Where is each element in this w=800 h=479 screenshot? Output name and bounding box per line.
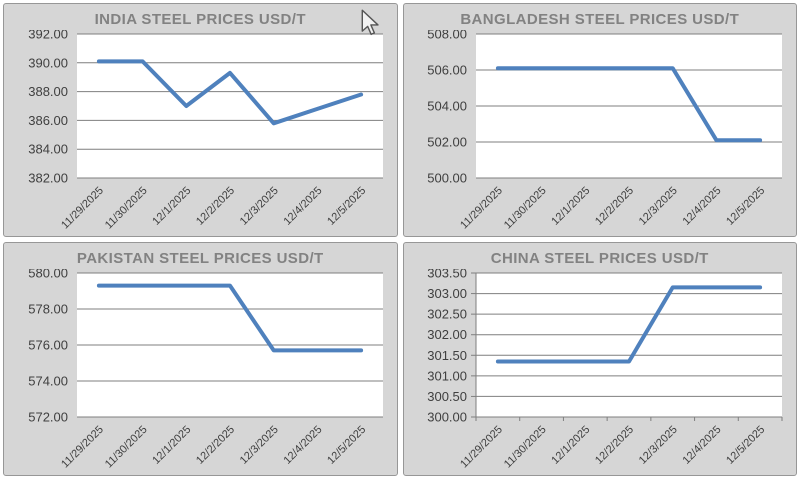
x-axis-label: 11/30/2025 [502, 424, 549, 471]
x-axis-label: 11/29/2025 [458, 424, 505, 471]
y-axis-label: 301.00 [427, 368, 467, 383]
x-axis-label: 12/1/2025 [550, 185, 593, 228]
x-axis-label: 12/2/2025 [194, 185, 237, 228]
x-axis-label: 12/5/2025 [724, 424, 767, 467]
y-axis-label: 580.00 [28, 269, 68, 281]
x-axis-label: 12/3/2025 [237, 185, 280, 228]
chart-title-india: INDIA STEEL PRICES USD/T [94, 11, 306, 28]
x-axis-label: 12/2/2025 [593, 185, 636, 228]
y-axis-label: 301.50 [427, 348, 467, 363]
x-axis-label: 12/1/2025 [150, 185, 193, 228]
y-axis-label: 506.00 [427, 63, 467, 78]
y-axis-label: 388.00 [28, 84, 68, 99]
x-axis-label: 11/29/2025 [59, 185, 106, 232]
plot-area [76, 34, 383, 178]
x-axis-label: 11/29/2025 [458, 185, 505, 232]
price-series-line [496, 66, 763, 143]
x-axis-label: 12/2/2025 [194, 424, 237, 467]
y-axis-label: 384.00 [28, 142, 68, 157]
x-axis-label: 12/5/2025 [325, 185, 368, 228]
y-axis-label: 382.00 [28, 171, 68, 186]
chart-title-pakistan: PAKISTAN STEEL PRICES USD/T [76, 250, 324, 267]
x-axis-label: 12/3/2025 [237, 424, 280, 467]
price-series-line [96, 59, 363, 126]
x-axis-label: 12/4/2025 [681, 424, 724, 467]
y-axis-label: 572.00 [28, 410, 68, 425]
x-axis-label: 12/1/2025 [550, 424, 593, 467]
x-axis-label: 11/30/2025 [103, 424, 150, 471]
x-axis-label: 11/29/2025 [59, 424, 106, 471]
y-axis-label: 390.00 [28, 55, 68, 70]
y-axis-label: 300.00 [427, 410, 467, 425]
x-axis-label: 11/30/2025 [103, 185, 150, 232]
plot-area [476, 273, 783, 417]
y-axis-label: 386.00 [28, 113, 68, 128]
price-series-line [96, 283, 363, 353]
x-axis-label: 12/4/2025 [281, 424, 324, 467]
chart-panel-bangladesh[interactable]: BANGLADESH STEEL PRICES USD/T 500.00 502.… [402, 3, 797, 237]
x-axis-label: 12/3/2025 [637, 424, 680, 467]
x-axis-label: 11/30/2025 [502, 185, 549, 232]
x-axis-label: 12/3/2025 [637, 185, 680, 228]
y-axis-label: 303.00 [427, 286, 467, 301]
line-chart-bangladesh: 500.00 502.00 504.00 506.00 508.00 11/29/2025… [427, 30, 783, 232]
x-axis-label: 12/2/2025 [593, 424, 636, 467]
y-axis-label: 574.00 [28, 374, 68, 389]
y-axis-label: 302.50 [427, 307, 467, 322]
x-axis-label: 12/1/2025 [150, 424, 193, 467]
chart-title-bangladesh: BANGLADESH STEEL PRICES USD/T [460, 11, 740, 28]
x-axis-label: 12/4/2025 [681, 185, 724, 228]
y-axis-label: 502.00 [427, 135, 467, 150]
chart-title-china: CHINA STEEL PRICES USD/T [490, 250, 709, 267]
line-chart-china: 300.00 300.50 301.00 301.50 302.00 302.50 303.… [427, 269, 783, 471]
price-series-line [496, 285, 763, 364]
line-chart-india: 382.00 384.00 386.00 388.00 390.00 392.00 11/2… [28, 30, 383, 232]
chart-panel-india[interactable]: INDIA STEEL PRICES USD/T 382.00 384.00 386… [3, 3, 398, 237]
chart-panel-pakistan[interactable]: PAKISTAN STEEL PRICES USD/T 572.00 574.00… [3, 242, 398, 476]
y-axis-label: 576.00 [28, 338, 68, 353]
y-axis-label: 500.00 [427, 171, 467, 186]
chart-panel-china[interactable]: CHINA STEEL PRICES USD/T 300.00 300.50 301… [402, 242, 797, 476]
y-axis-label: 578.00 [28, 302, 68, 317]
y-axis-label: 300.50 [427, 389, 467, 404]
y-axis-label: 302.00 [427, 327, 467, 342]
y-axis-label: 303.50 [427, 269, 467, 281]
y-axis-label: 392.00 [28, 30, 68, 42]
y-axis-label: 508.00 [427, 30, 467, 42]
x-axis-label: 12/5/2025 [325, 424, 368, 467]
line-chart-pakistan: 572.00 574.00 576.00 578.00 580.00 11/29/2025… [28, 269, 383, 471]
x-axis-label: 12/4/2025 [281, 185, 324, 228]
x-axis-label: 12/5/2025 [724, 185, 767, 228]
y-axis-label: 504.00 [427, 99, 467, 114]
